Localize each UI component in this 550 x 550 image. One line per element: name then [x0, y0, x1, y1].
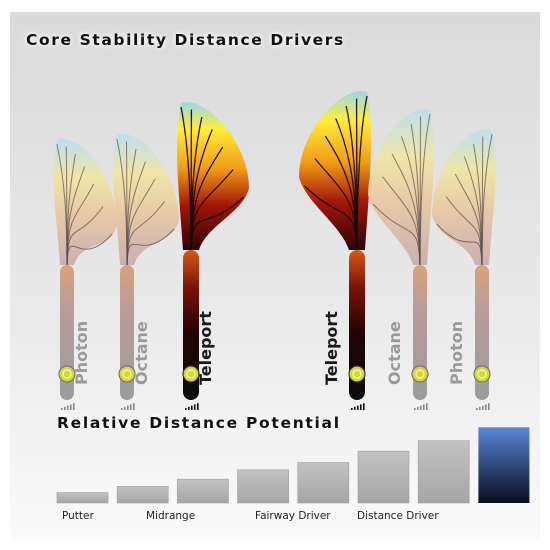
- path-label: Teleport: [322, 311, 341, 385]
- path-label: Photon: [447, 321, 466, 385]
- bar: [177, 478, 229, 504]
- category-label: Distance Driver: [357, 510, 439, 522]
- bar-chart-title: Relative Distance Potential: [57, 414, 341, 432]
- bar: [116, 486, 169, 504]
- path-label: Octane: [385, 321, 404, 385]
- bar: [297, 462, 350, 504]
- chart-title: Core Stability Distance Drivers: [26, 31, 345, 49]
- bar: [417, 440, 470, 504]
- path-label: Photon: [72, 321, 91, 385]
- category-label: Putter: [62, 510, 94, 522]
- flight-path: Photon: [53, 139, 117, 410]
- flight-path: Teleport: [177, 102, 249, 410]
- bar: [357, 450, 410, 504]
- flight-path: Photon: [432, 129, 496, 410]
- path-label: Octane: [132, 321, 151, 385]
- bar: [56, 492, 109, 504]
- bar: [478, 427, 530, 503]
- bar: [237, 469, 289, 504]
- flight-path: Teleport: [299, 91, 371, 410]
- category-label: Fairway Driver: [255, 510, 331, 522]
- category-label: Midrange: [146, 510, 196, 522]
- flight-path: Octane: [113, 134, 179, 410]
- flight-path: Octane: [368, 109, 434, 410]
- path-label: Teleport: [196, 311, 215, 385]
